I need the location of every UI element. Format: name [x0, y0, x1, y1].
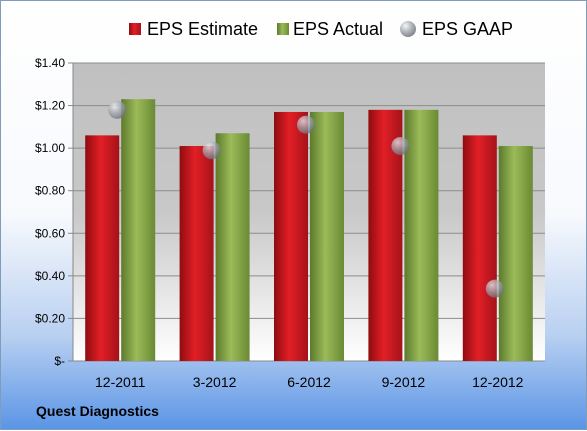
bar-eps-estimate [179, 146, 214, 361]
legend-swatch-estimate [129, 23, 141, 35]
y-tick-label: $- [54, 354, 65, 368]
gaap-markers [108, 100, 504, 298]
y-tick-label: $0.40 [35, 269, 65, 283]
bar-eps-actual [215, 133, 250, 361]
bars [85, 99, 533, 361]
legend: EPS Estimate EPS Actual EPS GAAP [129, 19, 513, 39]
bar-eps-estimate [462, 135, 497, 361]
legend-swatch-actual [277, 23, 289, 35]
legend-label-gaap: EPS GAAP [422, 19, 513, 39]
y-tick-label: $0.80 [35, 184, 65, 198]
y-tick-label: $0.60 [35, 226, 65, 240]
x-tick-label: 9-2012 [382, 374, 426, 390]
bar-eps-estimate [274, 111, 308, 361]
x-tick-label: 6-2012 [287, 374, 331, 390]
bar-eps-actual [404, 109, 439, 361]
gaap-marker [297, 115, 315, 134]
x-axis: 12-2011 3-2012 6-2012 9-2012 12-2012 [95, 374, 524, 390]
company-name: Quest Diagnostics [36, 403, 159, 419]
y-tick-label: $1.40 [35, 56, 65, 70]
x-tick-label: 12-2012 [472, 374, 524, 390]
legend-marker-gaap [400, 21, 416, 37]
gaap-marker [202, 141, 221, 160]
x-tick-label: 3-2012 [193, 374, 237, 390]
bar-eps-actual [310, 111, 344, 361]
legend-label-actual: EPS Actual [293, 19, 383, 39]
x-tick-label: 12-2011 [95, 374, 146, 390]
legend-label-estimate: EPS Estimate [147, 19, 258, 39]
y-tick-label: $0.20 [35, 311, 65, 325]
y-tick-label: $1.20 [35, 99, 65, 113]
gaap-marker [108, 100, 127, 119]
y-tick-label: $1.00 [35, 141, 65, 155]
gaap-marker [391, 137, 410, 156]
bar-eps-estimate [85, 135, 120, 361]
bar-eps-actual [498, 146, 533, 361]
bar-eps-actual [121, 99, 156, 361]
gaap-marker [485, 279, 504, 298]
y-axis: $- $0.20 $0.40 $0.60 $0.80 $1.00 $1.20 $1.40 [35, 56, 74, 368]
